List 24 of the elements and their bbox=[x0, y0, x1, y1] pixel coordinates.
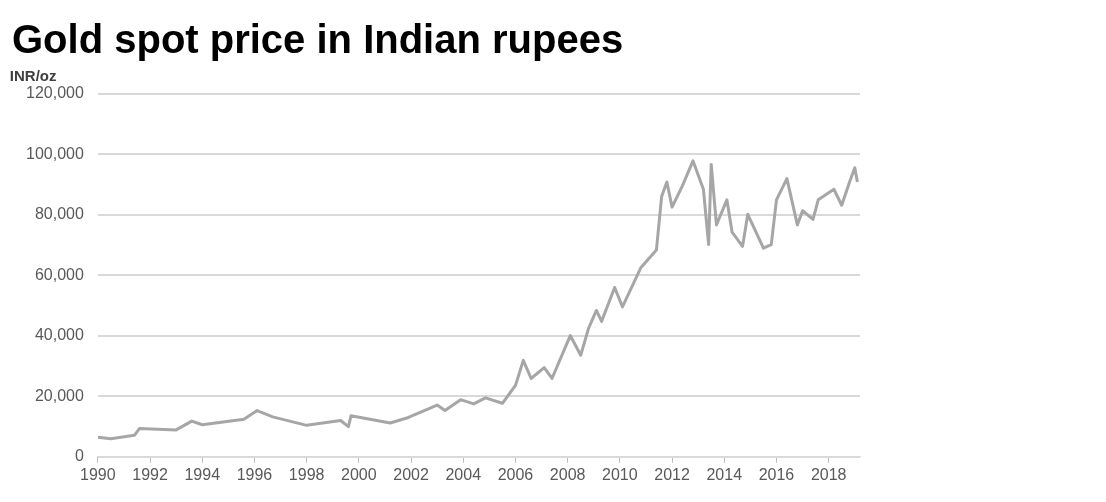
x-tick-label: 1992 bbox=[132, 465, 168, 483]
x-tick-label: 2002 bbox=[393, 465, 429, 483]
y-axis-title: INR/oz bbox=[9, 66, 57, 84]
y-tick-label: 80,000 bbox=[34, 205, 84, 223]
x-tick-label: 2010 bbox=[602, 465, 638, 483]
y-tick-label: 0 bbox=[74, 447, 84, 465]
x-tick-label: 2000 bbox=[341, 465, 377, 483]
x-tick-label: 2004 bbox=[445, 465, 482, 483]
x-tick-label: 2014 bbox=[706, 465, 743, 483]
x-tick-label: 2018 bbox=[810, 465, 847, 483]
chart-title: Gold spot price in Indian rupees bbox=[12, 17, 624, 62]
y-tick-label: 120,000 bbox=[25, 84, 84, 102]
x-tick-label: 2016 bbox=[758, 465, 795, 483]
x-tick-label: 1994 bbox=[184, 465, 221, 483]
x-tick-label: 2012 bbox=[654, 465, 690, 483]
x-tick-label: 2006 bbox=[497, 465, 534, 483]
x-tick-label: 1996 bbox=[236, 465, 273, 483]
y-tick-label: 40,000 bbox=[34, 326, 84, 344]
x-tick-label: 2008 bbox=[549, 465, 586, 483]
x-tick-label: 1998 bbox=[288, 465, 325, 483]
y-tick-label: 20,000 bbox=[34, 386, 84, 404]
y-tick-label: 100,000 bbox=[25, 144, 84, 162]
y-tick-label: 60,000 bbox=[34, 265, 84, 283]
x-tick-label: 1990 bbox=[80, 465, 116, 483]
